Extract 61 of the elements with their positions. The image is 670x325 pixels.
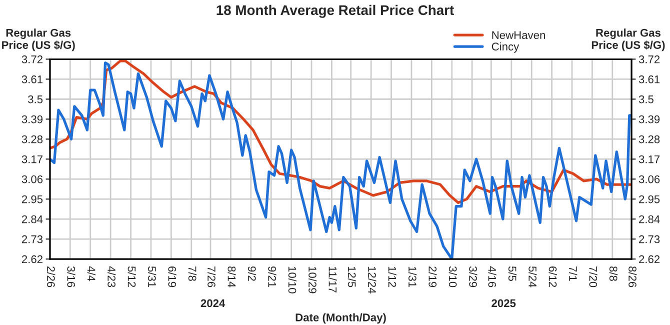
x-tick-label: 6/12	[548, 266, 557, 288]
x-tick-label: 11/17	[328, 266, 337, 292]
y2-tick-label: 2.62	[639, 255, 660, 264]
y-tick-label: 2.84	[22, 215, 43, 224]
x-tick-label: 5/31	[148, 266, 156, 288]
y-tick-label: 2.62	[22, 255, 42, 264]
x-tick-label: 7/20	[589, 266, 598, 288]
x-axis-title: Date (Month/Day)	[296, 313, 386, 324]
chart-title: 18 Month Average Retail Price Chart	[216, 4, 454, 18]
x-tick-label: 8/26	[628, 266, 637, 288]
x-tick-label: 4/23	[108, 266, 116, 288]
y-tick-label: 3.06	[22, 175, 43, 184]
y2-tick-label: 3.39	[638, 115, 660, 124]
line-series	[50, 61, 632, 260]
y2-tick-label: 3.28	[638, 135, 660, 144]
y-tick-label: 3.72	[22, 55, 42, 64]
x-tick-label: 10/29	[308, 266, 317, 294]
y-tick-label: 2.73	[22, 235, 43, 244]
y-tick-label: 3.17	[22, 155, 42, 164]
x-tick-label: 6/19	[168, 266, 176, 288]
y-axis-title: Regular Gas Price (US $/G)	[2, 28, 75, 52]
y2-tick-label: 2.73	[639, 235, 660, 244]
x-tick-label: 2/19	[428, 266, 437, 288]
x-tick-label: 3/29	[469, 266, 478, 288]
y-tick-label: 3.61	[22, 75, 42, 84]
legend-label: NewHaven	[492, 31, 545, 40]
x-tick-label: 5/24	[528, 266, 537, 288]
y2-tick-label: 3.17	[638, 155, 660, 164]
legend-label: Cincy	[492, 42, 520, 53]
x-tick-label: 12/24	[368, 266, 376, 294]
x-tick-label: 7/1	[569, 266, 578, 281]
x-tick-label: 10/10	[288, 266, 297, 294]
x-tick-label: 1/31	[408, 266, 417, 288]
x-tick-label: 9/21	[268, 266, 276, 288]
x-tick-label: 12/5	[348, 266, 356, 288]
y2-axis-title: Regular Gas Price (US $/G)	[592, 28, 665, 52]
text: 2024	[200, 299, 226, 308]
x-tick-label: 7/8	[188, 266, 197, 281]
y2-tick-label: 2.95	[639, 195, 660, 204]
text: 2025	[492, 299, 516, 308]
x-tick-label: 4/4	[87, 266, 96, 282]
y2-tick-label: 3.61	[638, 75, 660, 84]
x-tick-label: 4/16	[488, 266, 496, 288]
x-tick-label: 5/5	[508, 266, 517, 281]
x-tick-label: 3/10	[448, 266, 458, 288]
x-tick-label: 8/14	[228, 266, 236, 288]
x-tick-label: 5/12	[128, 266, 136, 288]
y-tick-label: 3.39	[22, 115, 43, 124]
y2-tick-label: 3.06	[638, 175, 660, 184]
x-tick-label: 2/26	[47, 266, 56, 288]
y-tick-label: 3.28	[22, 135, 43, 144]
y-tick-label: 2.95	[22, 195, 43, 204]
x-tick-label: 1/12	[388, 266, 396, 288]
x-tick-label: 7/26	[208, 266, 216, 288]
x-tick-label: 9/2	[248, 266, 256, 281]
y2-tick-label: 3.72	[638, 55, 660, 64]
x-tick-label: 3/16	[67, 266, 76, 288]
y2-tick-label: 3.5	[638, 95, 654, 104]
y2-tick-label: 2.84	[639, 215, 660, 224]
y-tick-label: 3.5	[28, 95, 43, 104]
x-tick-label: 8/8	[609, 266, 618, 281]
